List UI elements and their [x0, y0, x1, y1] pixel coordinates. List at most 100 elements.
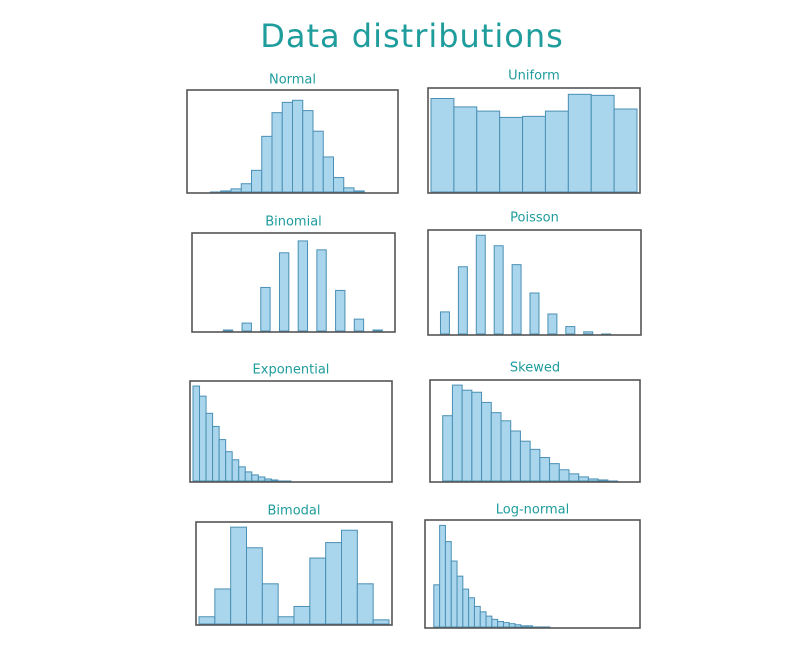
bar [212, 425, 220, 482]
panel-frame [424, 519, 641, 629]
bar [547, 313, 558, 335]
bar [590, 94, 615, 193]
bar [514, 624, 522, 628]
bar [510, 430, 521, 482]
panel-title: Log-normal [496, 503, 569, 518]
panel-frame [195, 521, 393, 626]
panel-frame [186, 89, 399, 194]
bar [333, 177, 345, 193]
bar [220, 190, 232, 193]
bar [462, 588, 470, 628]
bar [500, 420, 512, 482]
panel-title: Exponential [253, 363, 330, 378]
bar [231, 459, 240, 482]
bar [520, 625, 528, 628]
bar [439, 524, 446, 628]
bar [497, 621, 504, 628]
bar [356, 583, 374, 625]
bar [353, 318, 365, 332]
panel-title: Normal [269, 73, 316, 88]
bar [442, 415, 453, 482]
panel-title: Uniform [508, 69, 560, 84]
bar [343, 187, 355, 193]
bar [309, 557, 327, 625]
bar [433, 584, 441, 628]
bar [302, 110, 314, 193]
bar [519, 440, 531, 482]
bar [261, 583, 279, 625]
bar [475, 234, 486, 335]
bar [261, 135, 273, 193]
bar [241, 322, 252, 332]
bar [246, 547, 263, 625]
bar [335, 289, 346, 332]
bar [578, 476, 589, 482]
bar [450, 560, 458, 628]
bar [568, 473, 580, 482]
bar [198, 616, 216, 625]
bar [522, 115, 546, 193]
bar [583, 331, 594, 335]
bar [260, 286, 271, 332]
bar [264, 478, 272, 482]
bar [451, 384, 463, 482]
bar [508, 623, 516, 628]
bar [479, 611, 487, 628]
bar [240, 183, 252, 193]
bar [225, 451, 233, 482]
bar [192, 385, 201, 482]
bar [539, 457, 551, 482]
bar [372, 619, 390, 625]
bar [544, 110, 569, 193]
bar [457, 266, 468, 335]
bar [205, 412, 214, 482]
bar [238, 466, 246, 482]
panel-frame [189, 380, 393, 483]
bar [257, 476, 266, 482]
bar [230, 526, 248, 625]
bar [277, 616, 295, 625]
bar [485, 615, 493, 628]
bar [565, 326, 576, 335]
panel-title: Bimodal [268, 504, 321, 519]
bar [491, 618, 499, 628]
bar [502, 622, 510, 628]
bar [476, 110, 501, 193]
bar [353, 190, 365, 193]
bar [439, 311, 450, 335]
bar [341, 529, 358, 625]
panel-frame [429, 379, 641, 483]
bar [312, 130, 324, 193]
bar [493, 245, 504, 335]
panel-title: Binomial [265, 215, 322, 230]
bar [511, 264, 522, 335]
bar [567, 93, 592, 193]
bar [444, 541, 452, 628]
bar [316, 249, 327, 332]
bar [372, 329, 383, 332]
bar [281, 101, 293, 193]
bar [222, 329, 234, 332]
bar [271, 112, 283, 193]
bar [325, 542, 342, 625]
bar [456, 575, 464, 628]
bar [430, 98, 455, 193]
bar [218, 439, 227, 482]
bar [322, 156, 334, 193]
bar [473, 605, 481, 628]
bar [490, 412, 502, 482]
bar [613, 108, 638, 193]
bar [251, 169, 263, 193]
bar [526, 625, 534, 628]
bar [230, 188, 242, 193]
panel-frame [427, 87, 641, 194]
bar [453, 106, 478, 193]
bar [481, 401, 492, 482]
bar [292, 99, 304, 193]
bar [244, 471, 253, 482]
bar [297, 240, 309, 332]
bar [199, 395, 207, 482]
page-title: Data distributions [260, 17, 564, 55]
panel-title: Poisson [510, 211, 559, 226]
